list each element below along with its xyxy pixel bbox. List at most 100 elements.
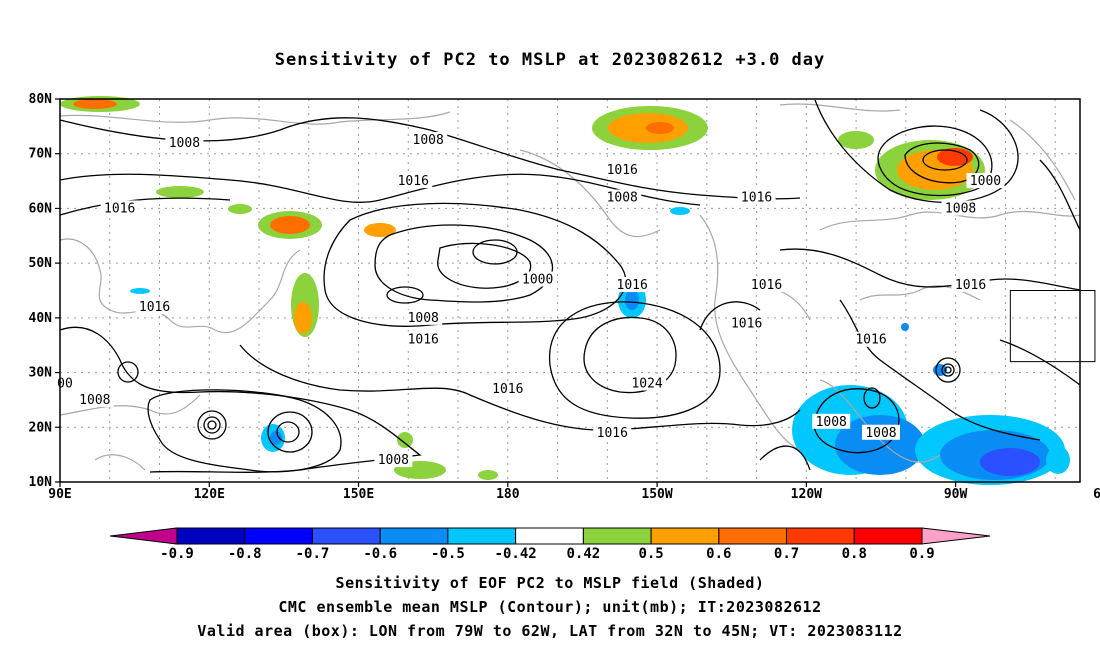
contour-label-bg	[941, 200, 980, 216]
lon-tick-label: 120W	[791, 487, 822, 502]
lat-tick-label: 80N	[29, 92, 53, 107]
contour-label-bg	[603, 189, 642, 205]
contour-label-bg	[404, 309, 443, 325]
contour-label: 1008	[169, 136, 200, 151]
colorbar-swatch	[176, 527, 246, 545]
lat-tick-label: 40N	[29, 311, 53, 326]
contour-label: 1016	[955, 278, 986, 293]
contour-label-bg	[861, 424, 900, 440]
lon-tick-label: 90E	[48, 487, 71, 502]
lat-tick-label: 50N	[29, 256, 53, 271]
contour-label-bg	[812, 413, 851, 429]
contour-label: 1016	[492, 382, 523, 397]
lon-tick-label: 120E	[194, 487, 225, 502]
contour-label-bg	[628, 375, 667, 391]
lat-tick-label: 70N	[29, 147, 53, 162]
contour-labels: 1008 1008 1016 1016 1016 1008 1016 1000 1008 1000…	[53, 132, 1005, 468]
contour-label: 1016	[607, 163, 638, 178]
colorbar-swatch	[853, 527, 923, 545]
colorbar-swatch	[718, 527, 788, 545]
lat-tick-label: 20N	[29, 420, 53, 435]
colorbar-swatch	[786, 527, 855, 545]
contour-label-bg	[951, 277, 990, 293]
contour-label-bg	[374, 452, 413, 468]
colorbar-label: 0.8	[842, 546, 867, 562]
colorbar: -0.9 -0.8 -0.7 -0.6 -0.5 -0.42 0.42 0.5 0.6 0.7 0.…	[109, 527, 991, 562]
colorbar-label: -0.6	[363, 546, 397, 562]
valid-area-box	[1009, 290, 1096, 363]
colorbar-label: 0.42	[567, 546, 601, 562]
contour-label-bg	[409, 132, 448, 148]
contour-label: 1016	[741, 190, 772, 205]
contour-label: 1016	[398, 174, 429, 189]
contour-label: 1016	[408, 333, 439, 348]
contour-label: 1016	[617, 278, 648, 293]
colorbar-label: -0.9	[160, 546, 194, 562]
contour-label: 1008	[865, 426, 896, 441]
caption-line-3: Valid area (box): LON from 79W to 62W, L…	[197, 622, 903, 640]
contour-label: 1008	[816, 415, 847, 430]
lat-tick-label: 10N	[29, 475, 53, 490]
contour-label: 1024	[631, 377, 662, 392]
contour-label-bg	[100, 200, 139, 216]
lon-tick-label: 60W	[1093, 487, 1100, 502]
colorbar-label: 0.9	[909, 546, 934, 562]
colorbar-swatch	[515, 527, 584, 545]
contour-label-bg	[737, 189, 776, 205]
contour-label-bg	[852, 331, 891, 347]
contour-label: 1008	[413, 133, 444, 148]
colorbar-swatch	[379, 527, 449, 545]
contour-label-bg	[75, 391, 114, 407]
contour-label: 1008	[408, 311, 439, 326]
colorbar-label: 0.7	[774, 546, 799, 562]
contour-label: 00	[57, 377, 73, 392]
contour-label-bg	[603, 162, 642, 178]
contour-label: 1016	[597, 426, 628, 441]
colorbar-swatch	[582, 527, 652, 545]
contour-label-bg	[394, 173, 433, 189]
colorbar-label: 0.5	[638, 546, 663, 562]
contour-label-bg	[488, 380, 527, 396]
contour-label: 1000	[970, 174, 1001, 189]
lat-tick-label: 30N	[29, 366, 53, 381]
lon-tick-label: 150W	[641, 487, 672, 502]
contour-label-bg	[613, 277, 652, 293]
caption-line-1: Sensitivity of EOF PC2 to MSLP field (Sh…	[335, 574, 765, 592]
contour-label-bg	[593, 424, 632, 440]
contour-label-bg	[135, 298, 174, 314]
sensitivity-shading	[60, 96, 1070, 485]
contour-label-bg	[518, 271, 557, 287]
colorbar-label: -0.42	[495, 546, 537, 562]
contour-label-bg	[727, 315, 766, 331]
map-title: Sensitivity of PC2 to MSLP at 2023082612…	[274, 50, 826, 70]
colorbar-label: -0.8	[228, 546, 262, 562]
colorbar-label: -0.7	[296, 546, 330, 562]
colorbar-swatch	[447, 527, 517, 545]
lon-tick-label: 90W	[944, 487, 968, 502]
contour-label: 1016	[855, 333, 886, 348]
contour-label: 1008	[945, 201, 976, 216]
contour-label: 1008	[378, 453, 409, 468]
colorbar-swatch	[650, 527, 720, 545]
colorbar-high-arrow	[921, 527, 991, 545]
colorbar-low-arrow	[109, 527, 178, 545]
contour-label: 1016	[139, 300, 170, 315]
lon-tick-label: 180	[496, 487, 520, 502]
lat-tick-label: 60N	[29, 201, 53, 216]
contour-label: 1016	[731, 316, 762, 331]
caption-line-2: CMC ensemble mean MSLP (Contour); unit(m…	[278, 598, 822, 616]
lon-tick-label: 150E	[343, 487, 374, 502]
contour-label-bg	[404, 331, 443, 347]
contour-label: 1016	[751, 278, 782, 293]
contour-label: 1008	[607, 190, 638, 205]
colorbar-label: 0.6	[706, 546, 731, 562]
colorbar-swatch	[311, 527, 381, 545]
contour-label: 1008	[79, 393, 110, 408]
contour-label: 1000	[522, 273, 553, 288]
colorbar-swatch	[244, 527, 313, 545]
contour-label-bg	[966, 173, 1005, 189]
contour-label: 1016	[104, 201, 135, 216]
contour-label-bg	[747, 277, 786, 293]
